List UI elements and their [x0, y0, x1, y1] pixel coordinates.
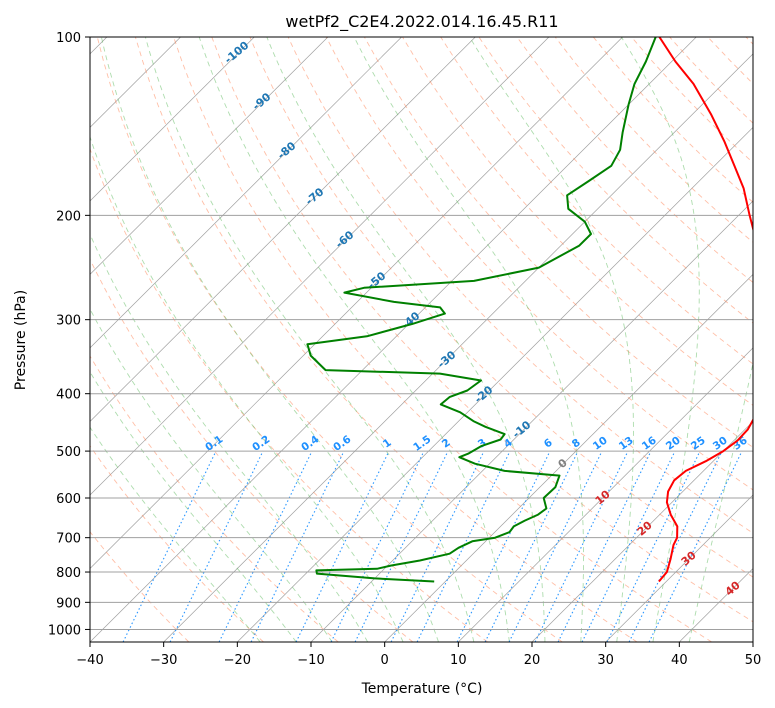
axes: −40 −30 −20 −10 0 10 20 30 40 50 1000 900 800 700 600 5…	[48, 31, 761, 668]
plot-frame	[89, 36, 754, 643]
dry-adiabat-line	[90, 531, 190, 642]
mixing-ratio-line	[648, 450, 743, 642]
y-tick-label: 700	[56, 532, 81, 547]
moist-adiabat-line	[144, 37, 475, 642]
moist-adiabat-line	[620, 37, 700, 642]
y-tick-label: 400	[56, 388, 81, 403]
moist-adiabat-line	[90, 426, 261, 642]
moist-adiabat-line	[90, 371, 297, 642]
isotherm-lines	[90, 37, 753, 642]
moist-adiabat-line	[266, 37, 546, 642]
y-tick-label: 600	[56, 492, 81, 507]
dewpoint-line	[306, 37, 657, 583]
mixing-ratio-line	[484, 450, 579, 642]
dry-adiabat-line	[287, 37, 753, 534]
y-tick-label: 800	[56, 566, 81, 581]
mixing-ratio-line	[628, 450, 723, 642]
isotherm-line	[90, 37, 476, 422]
dry-adiabat-line	[90, 445, 264, 642]
mixing-ratio-line	[295, 450, 390, 642]
isotherm-line	[605, 494, 753, 642]
isotherm-line	[531, 420, 753, 642]
dry-adiabat-line	[402, 37, 753, 406]
y-tick-label: 1000	[48, 623, 81, 638]
moist-adiabat-lines	[90, 37, 753, 642]
dry-adiabat-line	[440, 37, 753, 365]
dry-adiabat-line	[173, 37, 712, 642]
dry-adiabat-line	[90, 147, 488, 642]
y-axis-label: Pressure (hPa)	[13, 290, 29, 390]
temperature-line	[658, 37, 753, 583]
isotherm-line	[163, 53, 753, 642]
x-tick-label: 20	[524, 653, 541, 668]
dry-adiabat-line	[516, 37, 753, 283]
x-tick-label: 50	[745, 653, 762, 668]
mixing-ratio-lines	[122, 450, 743, 642]
y-tick-label: 200	[56, 209, 81, 224]
dry-adiabat-line	[249, 37, 753, 578]
mixing-ratio-line	[390, 450, 485, 642]
moist-adiabat-line	[469, 37, 634, 642]
x-tick-label: 10	[450, 653, 467, 668]
mixing-ratio-line	[250, 450, 345, 642]
y-tick-label: 100	[56, 31, 81, 46]
x-tick-label: −30	[150, 653, 177, 668]
isotherm-line	[90, 37, 550, 496]
dry-adiabat-line	[134, 37, 638, 642]
mixing-ratio-line	[416, 450, 511, 642]
isotherm-line	[237, 126, 753, 642]
isotherm-line	[90, 37, 697, 642]
mixing-ratio-line	[534, 450, 629, 642]
mixing-ratio-line	[581, 450, 676, 642]
x-tick-label: −20	[224, 653, 251, 668]
x-tick-label: 40	[671, 653, 688, 668]
x-tick-label: −10	[297, 653, 324, 668]
isotherm-line	[90, 37, 402, 349]
pressure-gridlines	[90, 37, 753, 630]
moist-adiabat-line	[90, 135, 404, 642]
mixing-ratio-line	[218, 450, 313, 642]
isotherm-line	[90, 37, 623, 569]
x-tick-label: −40	[76, 653, 103, 668]
profile-series	[306, 37, 753, 583]
mixing-ratio-line	[169, 450, 264, 642]
plot-area: 0.1 0.2 0.4 0.6 1 1.5 2 3 4 6 8 10 13 16 20 25 30 36-100-…	[90, 37, 753, 642]
y-tick-label: 300	[56, 314, 81, 329]
isotherm-line	[384, 273, 753, 642]
mixing-ratio-line	[354, 450, 449, 642]
mixing-ratio-line	[330, 450, 425, 642]
x-axis-label: Temperature (°C)	[361, 681, 483, 697]
x-tick-label: 0	[381, 653, 389, 668]
mixing-ratio-line	[508, 450, 603, 642]
chart-title: wetPf2_C2E4.2022.014.16.45.R11	[285, 12, 558, 32]
mixing-ratio-line	[122, 450, 217, 642]
moist-adiabat-line	[100, 37, 439, 642]
y-tick-label: 500	[56, 445, 81, 460]
moist-adiabat-line	[90, 233, 369, 642]
x-tick-label: 30	[597, 653, 614, 668]
isotherm-line	[458, 347, 753, 642]
mixing-ratio-line	[557, 450, 652, 642]
isotherm-line	[90, 37, 255, 202]
mixing-ratio-line	[456, 450, 551, 642]
dry-adiabat-lines	[90, 37, 753, 642]
moist-adiabat-line	[353, 37, 584, 642]
isotherm-line	[90, 37, 329, 275]
dry-adiabat-line	[90, 355, 339, 642]
y-tick-label: 900	[56, 596, 81, 611]
mixing-ratio-line	[606, 450, 701, 642]
